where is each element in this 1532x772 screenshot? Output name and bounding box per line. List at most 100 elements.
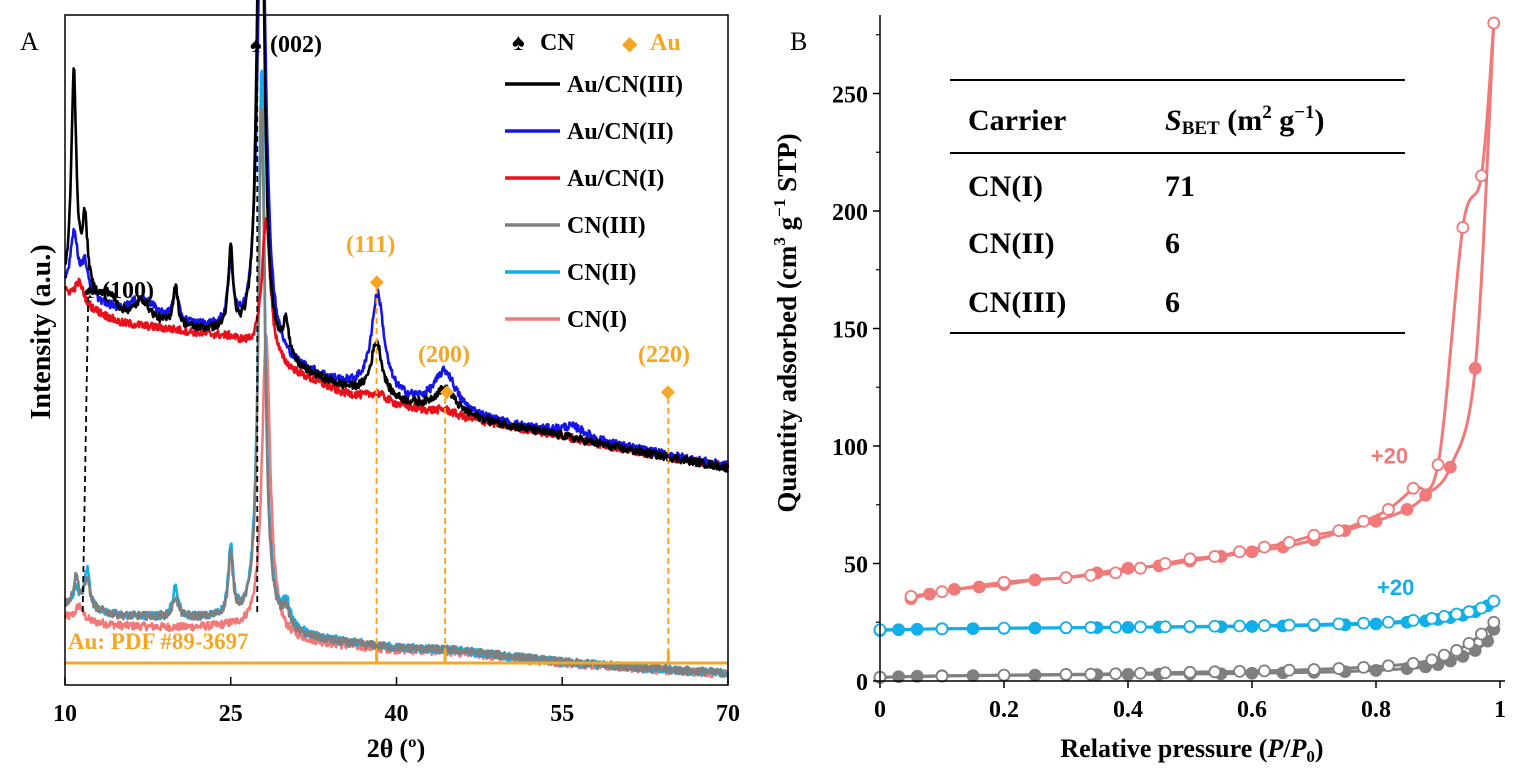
peak-marker-symbol: ♠	[250, 32, 262, 57]
panel-a-legend-markers: ♠ CN ◆ Au	[512, 29, 681, 56]
panel-a-reference-lines	[65, 58, 728, 665]
isotherm-point	[1357, 660, 1370, 674]
isotherm-point	[1369, 664, 1383, 677]
panel-b-series-group	[873, 16, 1501, 684]
table-row-value: 6	[1165, 227, 1180, 260]
y-label-sup3: 3	[770, 237, 789, 246]
isotherm-point	[910, 622, 924, 636]
y-tick-label: 50	[844, 553, 868, 579]
table-header-sbet: SBET (m2 g−1)	[1165, 102, 1325, 139]
legend-au-label: Au	[650, 30, 681, 56]
isotherm-point	[935, 585, 949, 599]
xrd-series-line	[63, 217, 730, 470]
isotherm-point	[1332, 662, 1346, 675]
x-tick-label: 1	[1494, 697, 1506, 723]
isotherm-point	[966, 669, 980, 682]
peak-annotation-label: (002)	[270, 32, 322, 58]
isotherm-point	[966, 622, 980, 635]
xrd-series-line	[64, 0, 730, 473]
y-tick-label: 200	[832, 200, 868, 226]
table-row-carrier: CN(I)	[968, 170, 1043, 203]
header-s: S	[1165, 104, 1182, 137]
x-label-text: Relative pressure (	[1060, 734, 1267, 763]
isotherm-point	[1462, 637, 1476, 650]
isotherm-point	[1369, 617, 1383, 631]
isotherm-point	[1382, 503, 1395, 516]
peak-marker-symbol: ◆	[440, 381, 454, 401]
bet-table: Carrier SBET (m2 g−1) CN(I) 71 CN(II) 6 …	[950, 79, 1405, 334]
legend-label: Au/CN(II)	[567, 119, 674, 145]
isotherm-point	[1084, 621, 1098, 634]
isotherm-point	[1158, 557, 1172, 570]
x-label-close: )	[1315, 734, 1324, 763]
isotherm-point	[1487, 615, 1501, 629]
header-unit-open: (m	[1220, 104, 1262, 137]
legend-label: CN(I)	[567, 307, 627, 333]
isotherm-point	[1245, 620, 1259, 633]
isotherm-point	[1059, 668, 1073, 681]
isotherm-point	[1233, 619, 1246, 633]
panel-b-offset-labels: +20 +20	[1371, 443, 1415, 600]
isotherm-point	[1425, 653, 1439, 667]
y-label-main: Quantity adsorbed (cm	[772, 245, 802, 513]
isotherm-point	[1382, 659, 1395, 673]
isotherm-point	[892, 670, 905, 684]
isotherm-point	[1245, 545, 1259, 559]
legend-cn-label: CN	[540, 30, 575, 56]
y-tick-label: 150	[832, 318, 868, 344]
isotherm-point	[1431, 458, 1445, 472]
isotherm-point	[1475, 627, 1488, 641]
peak-marker-symbol: ♠	[84, 278, 96, 303]
isotherm-point	[1450, 607, 1463, 621]
peak-marker-symbol: ◆	[661, 381, 675, 401]
x-label-p0: P	[1290, 734, 1308, 763]
panel-b-ticks: 0 50 100 150 200 250 0 0.2 0.4 0.6 0.8 1	[832, 34, 1506, 723]
y-tick-label: 0	[856, 670, 868, 696]
isotherm-point	[1332, 524, 1346, 537]
legend-au-symbol: ◆	[622, 33, 638, 55]
isotherm-point	[1109, 620, 1122, 634]
isotherm-point	[1258, 664, 1271, 678]
isotherm-point	[1462, 605, 1476, 619]
y-tick-label: 250	[832, 83, 868, 109]
xrd-series-line	[63, 69, 730, 678]
peak-annotation-label: (200)	[418, 342, 470, 368]
x-tick-label: 70	[716, 701, 740, 727]
x-tick-label: 25	[219, 701, 243, 727]
isotherm-point	[1444, 460, 1457, 474]
isotherm-point	[1134, 561, 1147, 575]
isotherm-point	[1028, 668, 1042, 682]
cn-100-reference-line	[81, 297, 90, 613]
table-row-carrier: CN(III)	[968, 286, 1066, 319]
isotherm-point	[1183, 620, 1197, 633]
panel-a-x-axis-label: 2θ (º)	[367, 734, 425, 763]
x-tick-label: 55	[550, 701, 574, 727]
isotherm-point	[1158, 666, 1172, 680]
x-tick-label: 0.2	[989, 697, 1019, 723]
x-tick-label: 0.4	[1113, 697, 1143, 723]
isotherm-point	[1406, 613, 1420, 627]
legend-label: CN(III)	[567, 213, 646, 239]
x-label-prefix: 2	[367, 734, 380, 763]
xrd-series-line	[63, 107, 729, 678]
panel-a-xrd-chart: A 10 25 40 55 70 ♠ (100)♠ (002)◆(111)◆(200)◆(2…	[20, 0, 740, 763]
isotherm-point	[1307, 618, 1321, 631]
isotherm-point	[1419, 488, 1432, 502]
panel-a-plot-frame	[64, 14, 729, 686]
offset-label: +20	[1377, 575, 1414, 600]
isotherm-point	[1208, 665, 1222, 679]
header-close: )	[1315, 104, 1325, 137]
isotherm-point	[997, 621, 1011, 635]
peak-marker-symbol: ◆	[370, 271, 384, 291]
x-label-theta: θ	[380, 734, 394, 763]
isotherm-point	[1425, 612, 1439, 625]
isotherm-point	[1357, 616, 1370, 630]
isotherm-point	[1109, 667, 1122, 681]
x-tick-label: 0.6	[1237, 697, 1267, 723]
header-g: g	[1272, 104, 1295, 137]
peak-annotation-label: (111)	[346, 232, 395, 258]
x-tick-label: 0	[874, 697, 886, 723]
isotherm-point	[1208, 550, 1222, 563]
isotherm-point	[1437, 648, 1451, 662]
panel-b-x-axis-label: Relative pressure (P/P0)	[1060, 734, 1323, 766]
